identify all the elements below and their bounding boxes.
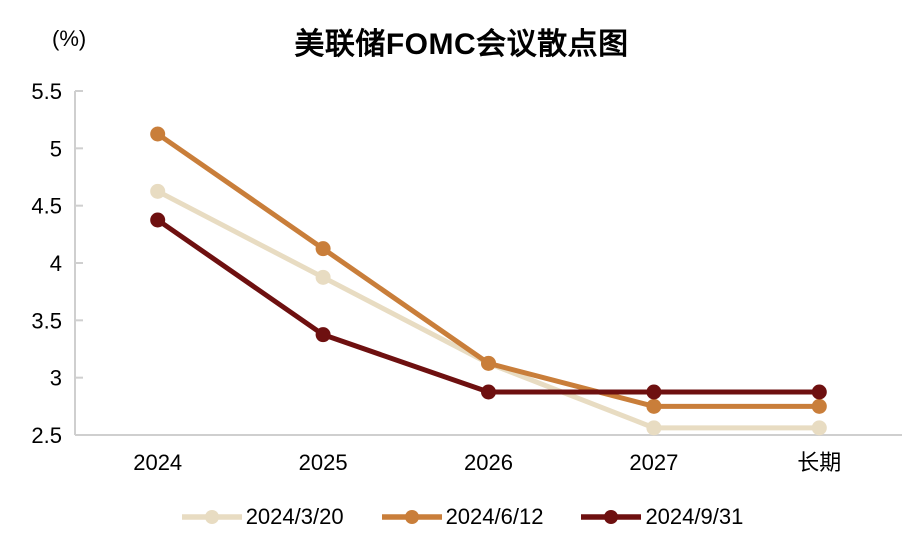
legend-label: 2024/9/31 [645, 504, 744, 529]
y-tick-label: 2.5 [31, 423, 62, 448]
x-tick-label: 2024 [133, 450, 182, 475]
y-tick-label: 3.5 [31, 308, 62, 333]
data-point [315, 327, 331, 343]
data-point [150, 212, 166, 228]
y-tick-label: 5.5 [31, 79, 62, 104]
data-point [315, 269, 331, 285]
data-point [646, 398, 662, 414]
legend: 2024/3/20 2024/6/12 2024/9/31 [0, 504, 923, 530]
data-point [811, 384, 827, 400]
y-tick-label: 4 [50, 251, 62, 276]
data-point [646, 420, 662, 436]
data-point [481, 355, 496, 371]
data-point [481, 384, 496, 400]
y-tick-label: 4.5 [31, 194, 62, 219]
data-point [315, 241, 331, 257]
legend-item: 2024/6/12 [380, 504, 544, 530]
x-tick-label: 2025 [299, 450, 348, 475]
y-tick-label: 3 [50, 366, 62, 391]
x-tick-label: 长期 [797, 450, 841, 475]
data-point [646, 384, 662, 400]
data-point [811, 398, 827, 414]
y-axis-unit-label: (%) [52, 26, 87, 51]
legend-marker-icon [581, 510, 642, 524]
legend-label: 2024/6/12 [445, 504, 544, 529]
data-point [811, 420, 827, 436]
legend-item: 2024/3/20 [180, 504, 344, 530]
legend-marker-icon [181, 510, 242, 524]
y-tick-label: 5 [50, 136, 62, 161]
legend-marker-icon [381, 510, 442, 524]
legend-item: 2024/9/31 [579, 504, 743, 530]
plot-area: 2.5 3 3.5 4 4.5 5 5.5 2024 2025 2026 2027 长期 [31, 79, 902, 475]
x-tick-label: 2026 [464, 450, 513, 475]
data-point [150, 183, 166, 199]
x-tick-label: 2027 [629, 450, 678, 475]
data-point [150, 126, 166, 142]
chart-title: 美联储FOMC会议散点图 [294, 28, 629, 61]
legend-label: 2024/3/20 [245, 504, 344, 529]
